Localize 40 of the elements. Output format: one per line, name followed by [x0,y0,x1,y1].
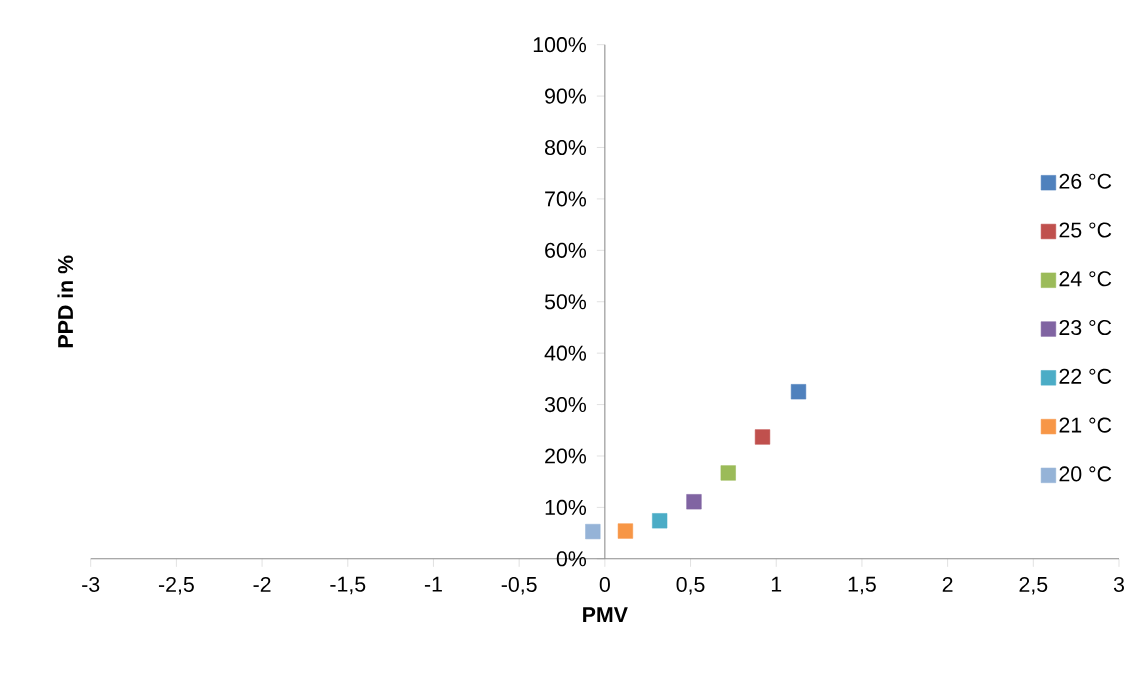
y-tick-label: 80% [545,139,587,155]
y-tick-label: 50% [544,294,587,310]
y-tick-label: 100% [533,37,587,53]
y-tick-label: 0% [556,551,587,567]
y-tick-label: 30% [544,396,587,413]
x-tick-label: 0 [599,576,610,592]
point [652,513,668,529]
legend-label: 21 °C [1059,417,1112,433]
x-tick-label: 1,5 [848,576,876,595]
legend-label: 25 °C [1059,222,1112,238]
y-axis-title: PPD in % [57,255,74,348]
legend-label: 23 °C [1059,319,1112,336]
x-axis-title: PMV [583,607,628,622]
legend-label: 24 °C [1059,271,1112,287]
y-tick-label: 40% [544,345,587,361]
y-tick-label: 60% [545,242,587,258]
x-tick-label: -0,5 [501,576,537,595]
point [585,523,601,540]
legend-label: 26 °C [1059,173,1112,189]
x-tick-label: -2,5 [158,576,194,595]
y-tick-label: 70% [545,191,587,207]
point [720,465,736,481]
x-tick-label: -2 [253,576,271,592]
x-tick-label: 2 [942,576,953,592]
y-tick-label: 10% [545,499,587,515]
legend-label: 22 °C [1059,368,1112,384]
legend-label: 20 °C [1059,466,1112,482]
y-tick-label: 90% [545,88,587,104]
x-tick-label: 0,5 [676,576,705,595]
x-tick-label: -1,5 [330,576,366,595]
x-tick-label: 3 [1113,576,1124,592]
x-tick-label: 1 [771,576,782,592]
x-tick-label: 2,5 [1019,576,1048,595]
y-tick-label: 20% [545,448,587,464]
point [617,523,634,539]
x-tick-label: -3 [82,576,100,592]
point [686,494,702,510]
x-tick-label: -1 [424,576,442,592]
point [790,384,807,400]
point [754,429,771,445]
